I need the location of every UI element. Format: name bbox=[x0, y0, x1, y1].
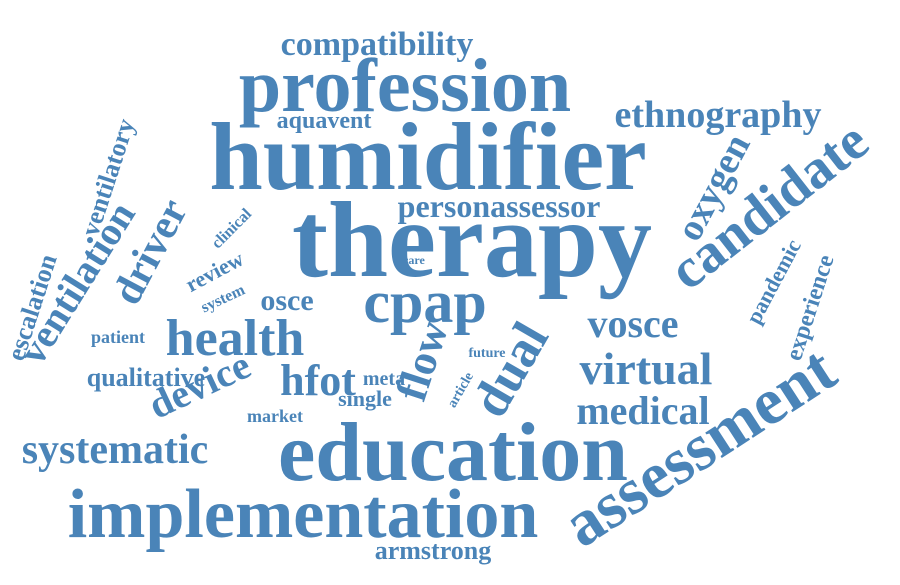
word-therapy: therapy bbox=[292, 181, 652, 300]
word-ethnography: ethnography bbox=[615, 94, 822, 136]
word-vosce: vosce bbox=[587, 301, 678, 346]
word-cloud-words: therapy humidifier education implementat… bbox=[1, 26, 880, 565]
word-qualitative: qualitative bbox=[87, 363, 205, 392]
word-health: health bbox=[166, 310, 305, 367]
word-future: future bbox=[468, 346, 505, 361]
word-armstrong: armstrong bbox=[375, 536, 492, 565]
word-profession: profession bbox=[239, 44, 571, 128]
word-education: education bbox=[278, 406, 628, 499]
word-patient: patient bbox=[91, 327, 145, 347]
word-humidifier: humidifier bbox=[209, 103, 646, 210]
word-implementation: implementation bbox=[68, 476, 539, 553]
word-medical: medical bbox=[576, 388, 709, 433]
word-cpap: cpap bbox=[363, 269, 486, 335]
word-meta: meta bbox=[363, 368, 405, 390]
word-virtual: virtual bbox=[580, 343, 713, 394]
word-osce: osce bbox=[260, 284, 313, 317]
word-market: market bbox=[247, 406, 303, 426]
word-aquavent: aquavent bbox=[277, 108, 372, 134]
word-hfot: hfot bbox=[280, 356, 356, 405]
word-clinical: clinical bbox=[209, 205, 256, 252]
word-personassessor: personassessor bbox=[398, 188, 601, 224]
word-single: single bbox=[338, 386, 392, 411]
word-compatibility: compatibility bbox=[281, 26, 474, 63]
word-care: care bbox=[403, 253, 425, 267]
word-systematic: systematic bbox=[22, 427, 209, 473]
